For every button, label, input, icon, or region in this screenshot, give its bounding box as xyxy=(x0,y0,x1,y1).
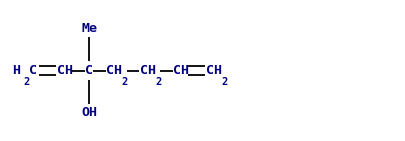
Text: CH: CH xyxy=(206,64,222,77)
Text: CH: CH xyxy=(106,64,122,77)
Text: 2: 2 xyxy=(221,78,227,87)
Text: OH: OH xyxy=(81,106,97,119)
Text: C: C xyxy=(85,64,94,77)
Text: 2: 2 xyxy=(23,78,30,87)
Text: H: H xyxy=(12,64,20,77)
Text: 2: 2 xyxy=(155,78,161,87)
Text: CH: CH xyxy=(57,64,73,77)
Text: 2: 2 xyxy=(122,78,128,87)
Text: Me: Me xyxy=(81,22,97,35)
Text: CH: CH xyxy=(140,64,156,77)
Text: CH: CH xyxy=(173,64,190,77)
Text: C: C xyxy=(29,64,37,77)
